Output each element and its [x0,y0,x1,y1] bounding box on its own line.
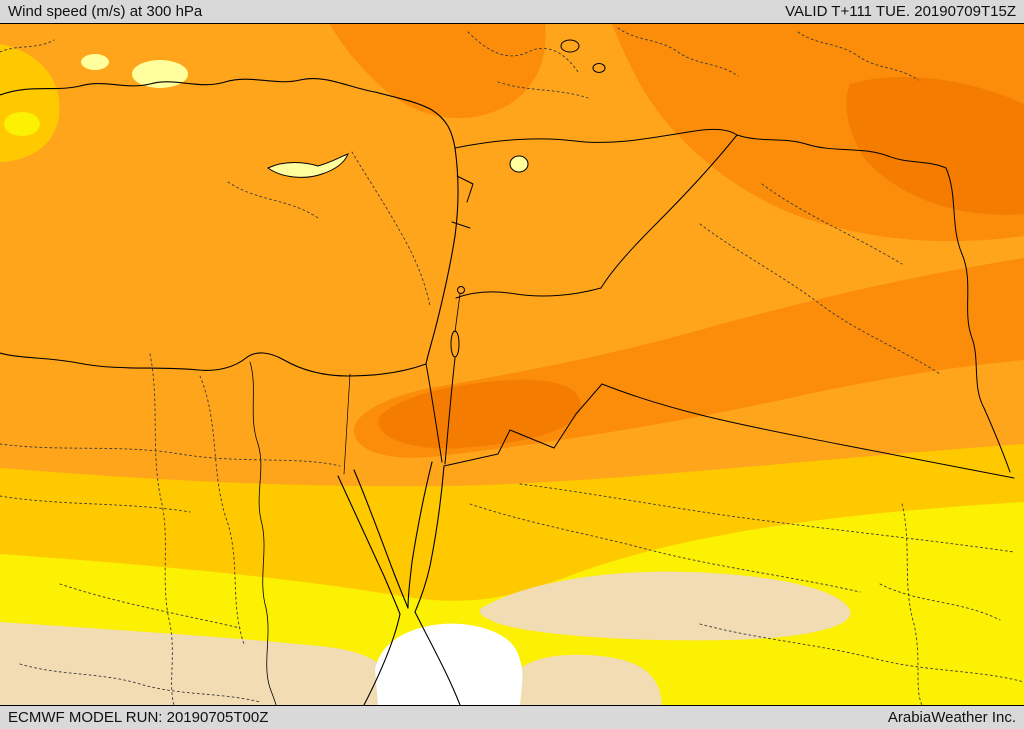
dashed-boundary-line [199,375,245,645]
border-syria-jordan [455,287,602,299]
wind-band-pale-spot-2 [81,54,109,70]
border-israel-jordan [444,357,456,465]
jordan-river [454,293,461,333]
dashed-boundary-line [879,583,1001,621]
footer-bar: ECMWF MODEL RUN: 20190705T00Z ArabiaWeat… [0,705,1024,729]
nile-river [249,361,277,705]
border-egypt-israel [425,363,443,463]
map-title: Wind speed (m/s) at 300 hPa [8,3,203,20]
country-borders [249,128,1015,705]
header-bar: Wind speed (m/s) at 300 hPa VALID T+111 … [0,0,1024,24]
dashed-boundary-line [0,39,55,53]
dashed-boundary-line [699,623,1024,683]
border-turkey-syria-iraq [454,128,947,169]
dead-sea [450,330,460,358]
dashed-boundaries [0,27,1024,705]
dashed-boundary-line [149,353,175,705]
wind-band-deep-orange-core-jet [378,379,581,449]
wind-band-dark-orange-north [330,24,546,119]
dashed-boundary-line [797,31,919,81]
wind-band-white-minimum [375,623,523,705]
red-sea-west-bank [363,613,401,705]
dashed-boundary-line [901,503,923,705]
cyprus-island [267,153,349,178]
dashed-boundary-line [0,495,191,513]
red-sea-east-bank [414,611,461,705]
valid-time-label: VALID T+111 TUE. 20190709T15Z [785,3,1016,20]
wind-band-deep-orange-core-northeast [846,76,1024,215]
border-syria-iraq [600,134,738,289]
gulf-of-suez-west-bank [337,475,401,615]
wind-band-pale-spot-1 [132,60,188,88]
wind-band-tan-lens [479,571,851,641]
dashed-boundary-line [59,583,241,629]
border-lebanon [451,175,474,229]
wind-speed-map-svg [0,24,1024,705]
gulf-of-suez-east-bank [353,469,409,609]
sea-of-galilee [457,286,465,294]
dashed-boundary-line [761,183,903,265]
suez-canal [343,373,351,475]
border-jordan-saudi-zigzag [443,383,603,467]
gulf-of-aqaba-east-bank [414,465,445,613]
lake-turkey-2 [592,63,606,73]
dashed-boundary-line [617,27,739,77]
islands-and-lakes [267,39,606,178]
map-canvas [0,24,1024,705]
dashed-boundary-line [227,181,319,219]
mediterranean-coastline [0,78,459,377]
dashed-boundary-line [497,81,589,99]
border-saudi-iraq [601,383,1015,479]
wind-band-tan-southwest [0,622,388,705]
dashed-boundary-line [351,151,431,307]
lake-turkey-1 [560,39,580,53]
model-run-label: ECMWF MODEL RUN: 20190705T00Z [8,709,269,726]
dashed-boundary-line [469,503,861,593]
dashed-boundary-line [0,443,341,467]
wind-band-yellow-spot-aegean [4,112,40,136]
dashed-boundary-line [19,663,261,703]
wind-band-tan-south-center [516,654,662,705]
provider-label: ArabiaWeather Inc. [887,709,1016,726]
border-iraq-iran [945,167,1011,473]
lake-homs [509,155,529,173]
dashed-boundary-line [519,483,1015,553]
gulf-of-aqaba-west-bank [407,461,433,609]
coastlines [0,78,461,705]
